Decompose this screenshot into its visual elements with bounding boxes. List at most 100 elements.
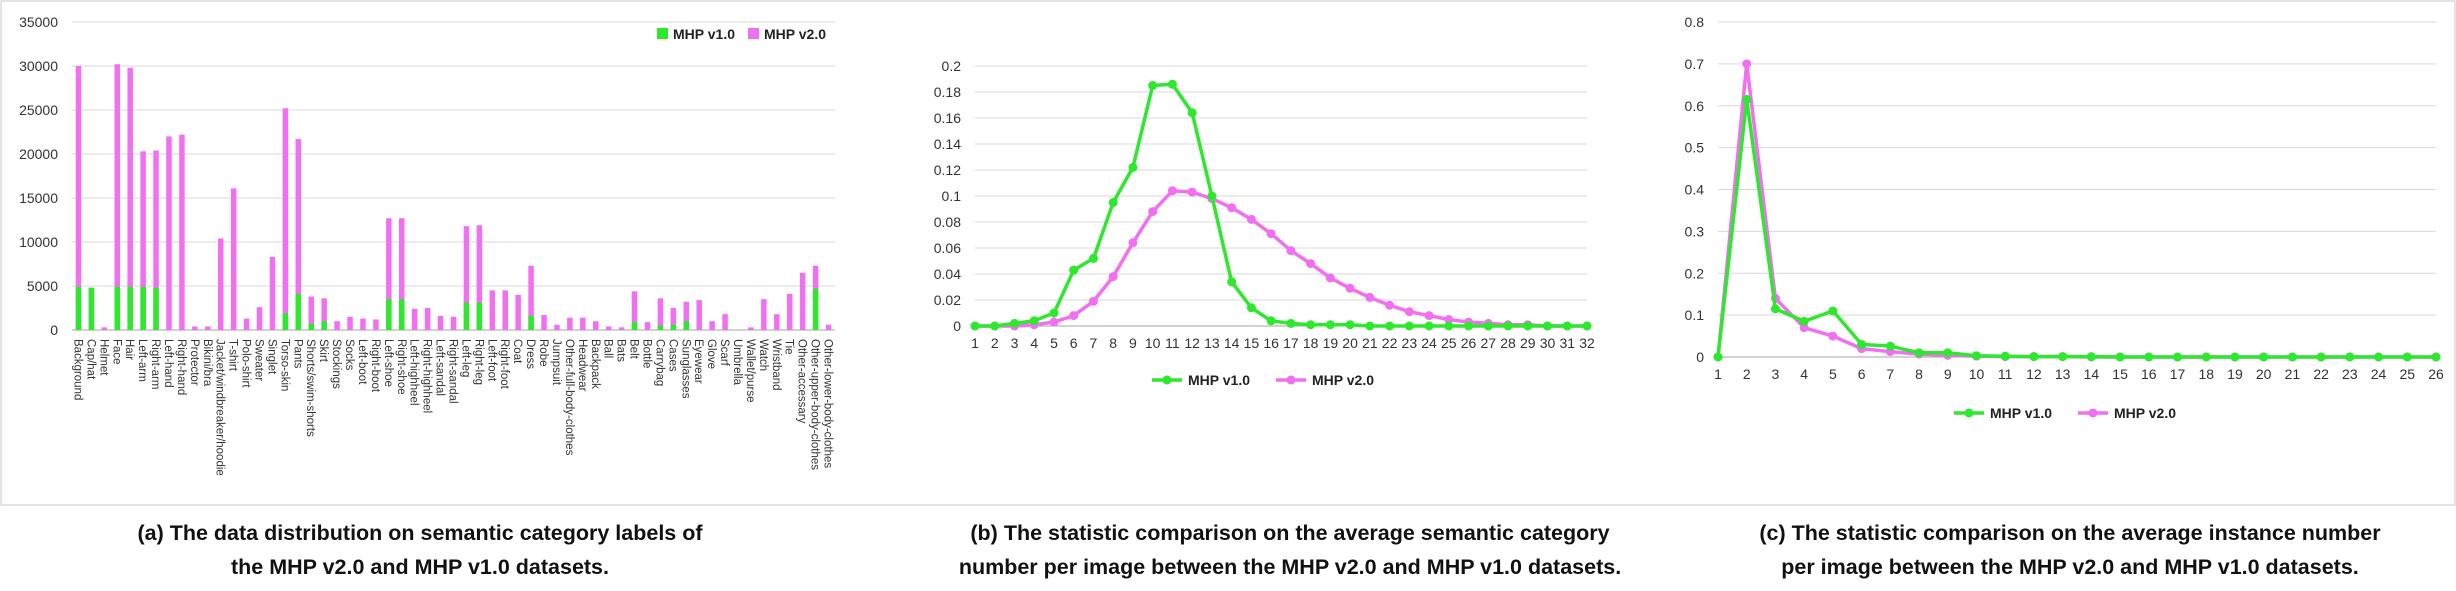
chart-a-bar-mhp-v1	[75, 286, 82, 330]
chart-c-y-tick-label: 0.4	[1685, 182, 1705, 198]
chart-b-point-mhp-v1	[1167, 79, 1177, 89]
caption-a-line2: the MHP v2.0 and MHP v1.0 datasets.	[231, 555, 609, 579]
chart-b-point-mhp-v2	[1345, 283, 1355, 293]
chart-a-bar-mhp-v1	[399, 299, 405, 330]
chart-c-point-mhp-v1	[1914, 348, 1924, 358]
chart-a-category-label: Headwear	[576, 339, 588, 392]
chart-a-category-label: Cap/hat	[84, 339, 96, 380]
chart-a-bar-mhp-v2	[528, 265, 534, 330]
chart-b: 0 0.02 0.04 0.06 0.08 0.1 0.12 0.14 0.16 0.18 0.2 1…	[934, 58, 1595, 388]
chart-b-point-mhp-v1	[1286, 318, 1296, 328]
chart-b-x-tick-label: 28	[1500, 335, 1516, 351]
chart-a-bar-mhp-v2	[644, 322, 651, 330]
chart-a-category-label: Other-accessary	[796, 339, 808, 424]
chart-a-category-label: Hair	[123, 339, 135, 360]
caption-b: (b) The statistic comparison on the aver…	[840, 516, 1740, 584]
chart-a-bar-mhp-v1	[631, 322, 638, 330]
chart-b-x-tick-label: 29	[1520, 335, 1536, 351]
chart-a-bar-mhp-v2	[166, 136, 172, 330]
chart-a-category-label: Wristband	[770, 339, 782, 391]
chart-b-point-mhp-v1	[1128, 162, 1138, 172]
chart-a-category-label: Background	[71, 339, 83, 400]
chart-b-point-mhp-v1	[1266, 316, 1276, 326]
chart-a-category-label: Scarf	[718, 339, 730, 367]
chart-c-x-tick-label: 21	[2285, 366, 2301, 382]
chart-c-x-tick-label: 14	[2084, 366, 2100, 382]
chart-a-bar-mhp-v1	[528, 315, 534, 330]
chart-c-x-tick-label: 3	[1772, 366, 1780, 382]
chart-a-bar-mhp-v2	[541, 315, 547, 330]
chart-a-legend-label: MHP v1.0	[673, 26, 735, 42]
chart-a-bar-mhp-v1	[812, 288, 819, 330]
chart-a-bar-mhp-v2	[670, 308, 677, 330]
chart-b-point-mhp-v1	[1029, 316, 1039, 326]
chart-a-bar-mhp-v2	[554, 324, 560, 330]
chart-a-bar-mhp-v2	[605, 326, 612, 330]
chart-a-bar-mhp-v1	[295, 293, 302, 330]
chart-c-x-tick-label: 18	[2198, 366, 2214, 382]
chart-b-point-mhp-v1	[1207, 191, 1217, 201]
chart-c-point-mhp-v1	[1713, 352, 1723, 362]
chart-b-x-tick-label: 21	[1362, 335, 1378, 351]
chart-a-category-label: Polo-shirt	[240, 339, 252, 388]
caption-a-line1: (a) The data distribution on semantic ca…	[137, 521, 703, 545]
chart-b-x-tick-label: 7	[1090, 335, 1098, 351]
chart-b-point-mhp-v1	[1424, 321, 1434, 331]
chart-b-x-tick-label: 5	[1050, 335, 1058, 351]
chart-a-bar-mhp-v2	[799, 272, 806, 330]
chart-a-bar-mhp-v2	[567, 317, 573, 330]
chart-a-bar-mhp-v2	[593, 321, 599, 330]
chart-a-category-label: Left-highheel	[408, 339, 420, 406]
chart-b-series-line-mhp-v2	[975, 189, 1587, 328]
chart-c-y-tick-label: 0.7	[1685, 56, 1705, 72]
chart-a-bar-mhp-v2	[243, 318, 250, 330]
caption-c-line2: per image between the MHP v2.0 and MHP v…	[1781, 555, 2359, 579]
chart-b-x-tick-label: 12	[1184, 335, 1200, 351]
chart-c-x-tick-label: 6	[1858, 366, 1866, 382]
chart-b-point-mhp-v2	[1128, 238, 1138, 248]
chart-a-y-tick-label: 30000	[19, 58, 58, 74]
chart-b-x-tick-label: 14	[1224, 335, 1240, 351]
chart-b-x-tick-label: 27	[1481, 335, 1497, 351]
chart-b-point-mhp-v1	[1562, 321, 1572, 331]
chart-a-category-label: Jacket/windbreaker/hoodie	[214, 339, 226, 476]
chart-a-category-label: T-shirt	[227, 339, 239, 372]
chart-b-y-tick-label: 0.06	[934, 240, 961, 256]
chart-c-y-tick-label: 0.6	[1685, 98, 1705, 114]
chart-b-point-mhp-v1	[1246, 303, 1256, 313]
chart-a-category-label: Coat	[511, 339, 523, 364]
chart-b-x-tick-label: 25	[1441, 335, 1457, 351]
chart-c-legend-marker	[2088, 408, 2098, 418]
chart-b-point-mhp-v1	[1227, 277, 1237, 287]
chart-b-y-tick-label: 0.04	[934, 266, 961, 282]
chart-c-y-tick-label: 0.3	[1685, 223, 1705, 239]
chart-c-point-mhp-v1	[1971, 351, 1981, 361]
chart-b-x-tick-label: 3	[1011, 335, 1019, 351]
chart-c-x-tick-label: 5	[1829, 366, 1837, 382]
chart-b-point-mhp-v2	[1108, 272, 1118, 282]
chart-a-bar-mhp-v2	[347, 316, 353, 330]
chart-a-category-label: Right-leg	[472, 339, 484, 385]
chart-a-bar-mhp-v1	[308, 323, 314, 330]
chart-a-category-label: Belt	[628, 339, 640, 360]
chart-b-x-tick-label: 17	[1283, 335, 1299, 351]
chart-c-point-mhp-v2	[1742, 59, 1752, 69]
chart-c-point-mhp-v1	[1885, 341, 1895, 351]
chart-c-x-tick-label: 7	[1886, 366, 1894, 382]
chart-b-point-mhp-v2	[1365, 292, 1375, 302]
chart-c-x-tick-label: 23	[2342, 366, 2358, 382]
chart-a-bar-mhp-v2	[631, 291, 638, 330]
chart-a-bar-mhp-v2	[489, 290, 496, 330]
caption-a: (a) The data distribution on semantic ca…	[40, 516, 800, 584]
chart-c-legend-label: MHP v2.0	[2114, 405, 2176, 421]
chart-b-point-mhp-v1	[1069, 265, 1079, 275]
chart-a-bar-mhp-v1	[386, 299, 392, 330]
chart-a-bar-mhp-v2	[205, 326, 211, 330]
chart-c-point-mhp-v1	[1799, 316, 1809, 326]
chart-a-category-label: Left-leg	[459, 339, 471, 377]
chart-b-point-mhp-v1	[1385, 321, 1395, 331]
chart-a-bar-mhp-v2	[295, 139, 302, 330]
chart-a-bar-mhp-v2	[580, 317, 586, 330]
caption-c: (c) The statistic comparison on the aver…	[1690, 516, 2450, 584]
